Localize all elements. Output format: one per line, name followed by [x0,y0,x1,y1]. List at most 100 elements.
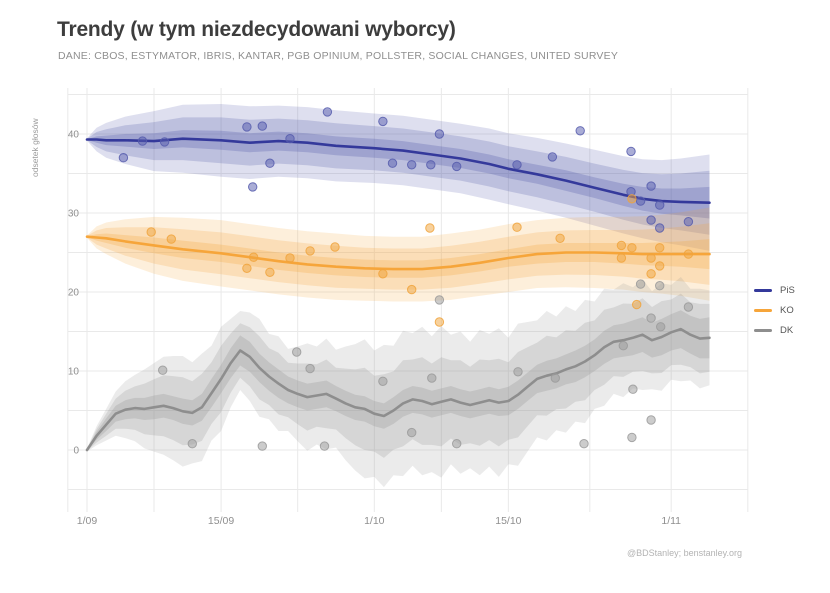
page-title: Trendy (w tym niezdecydowani wyborcy) [57,18,456,41]
legend-item-pis: PiS [754,280,795,300]
poll-dot-ko [512,222,522,232]
poll-dot-pis [646,181,656,191]
poll-dot-dk [646,313,656,323]
poll-dot-ko [632,299,642,310]
legend-item-ko: KO [754,300,795,320]
poll-dot-dk [319,441,330,451]
poll-dot-ko [434,317,445,327]
x-tick-label: 1/10 [364,515,385,527]
poll-dot-ko [646,253,656,263]
poll-dot-pis [635,196,646,206]
poll-dot-dk [292,347,302,357]
poll-dot-ko [683,249,694,259]
poll-dot-pis [434,129,445,139]
y-tick-label: 30 [68,209,80,220]
poll-dot-dk [646,415,656,425]
poll-dot-dk [627,432,637,443]
author-credit: @BDStanley; benstanley.org [626,548,742,558]
trend-line-dk [85,327,711,452]
poll-dot-ko [285,253,295,263]
poll-dot-pis [646,215,656,225]
y-tick-label: 0 [73,446,79,457]
poll-dot-pis [512,160,522,170]
x-tick-label: 15/09 [208,515,234,527]
poll-dot-dk [407,427,417,438]
legend-label-pis: PiS [780,284,795,296]
legend-label-ko: KO [780,304,794,316]
poll-dot-ko [378,269,388,279]
pis-line-swatch-icon [754,288,772,292]
poll-dot-ko [242,263,252,273]
poll-dot-ko [248,252,259,262]
legend-item-dk: DK [754,320,795,340]
poll-dot-ko [146,227,156,237]
poll-dot-dk [513,367,523,377]
poll-dot-ko [646,269,656,279]
poll-dot-pis [655,200,665,210]
poll-dot-dk [579,439,589,449]
poll-dot-ko [265,267,275,277]
poll-dot-ko [555,233,565,244]
trend-line-pis [85,137,711,204]
poll-dot-pis [159,137,170,147]
trend-line-ko [85,235,711,271]
poll-dot-pis [322,107,333,117]
confidence-band-ko [87,223,710,290]
x-tick-label: 1/09 [77,515,98,527]
poll-dot-dk [550,373,560,383]
poll-dot-dk [158,365,168,375]
poll-dot-dk [683,302,694,312]
y-tick-label: 10 [68,367,80,378]
poll-dot-ko [305,246,315,256]
confidence-band-dk [87,310,710,451]
confidence-band-pis [87,130,710,219]
poll-dot-dk [257,441,267,451]
poll-dot-pis [407,160,417,170]
poll-dot-pis [265,158,275,168]
y-tick-label: 40 [68,130,80,141]
poll-dot-ko [425,223,435,233]
poll-dot-dk [187,439,198,449]
poll-dot-pis [626,146,636,157]
poll-dot-ko [330,242,340,252]
confidence-band-dk [87,277,710,488]
poll-dot-dk [655,281,665,291]
poll-dot-ko [616,240,627,251]
poll-dot-dk [635,279,646,289]
data-sources-subtitle: DANE: CBOS, ESTYMATOR, IBRIS, KANTAR, PG… [58,50,619,62]
poll-dot-dk [434,295,445,305]
poll-dot-pis [683,217,694,227]
poll-dot-pis [655,223,665,233]
poll-dot-pis [285,134,295,144]
poll-dot-dk [427,373,437,383]
dk-line-swatch-icon [754,328,772,332]
poll-dot-pis [387,158,398,168]
poll-dot-ko [627,243,637,253]
poll-dot-ko [627,194,637,204]
confidence-band-ko [87,233,710,278]
poll-dot-ko [655,261,665,271]
poll-dot-dk [656,322,666,332]
poll-dot-pis [547,152,558,162]
poll-dot-pis [257,121,267,131]
poll-dot-dk [305,363,315,374]
poll-dot-pis [248,182,258,192]
confidence-band-pis [87,117,710,235]
confidence-band-ko [87,207,710,302]
x-tick-label: 1/11 [661,515,681,527]
poll-dot-pis [452,161,462,172]
chart-legend: PiS KO DK [754,280,795,340]
poll-dot-dk [378,376,388,386]
x-tick-label: 15/10 [495,515,521,527]
poll-dot-pis [137,136,148,146]
legend-label-dk: DK [780,324,794,336]
confidence-band-dk [87,293,710,458]
poll-dot-ko [166,234,177,244]
poll-dot-pis [575,126,585,136]
poll-dot-pis [242,122,252,132]
poll-dot-pis [378,116,388,127]
y-tick-label: 20 [68,288,80,299]
poll-dot-pis [118,153,129,163]
